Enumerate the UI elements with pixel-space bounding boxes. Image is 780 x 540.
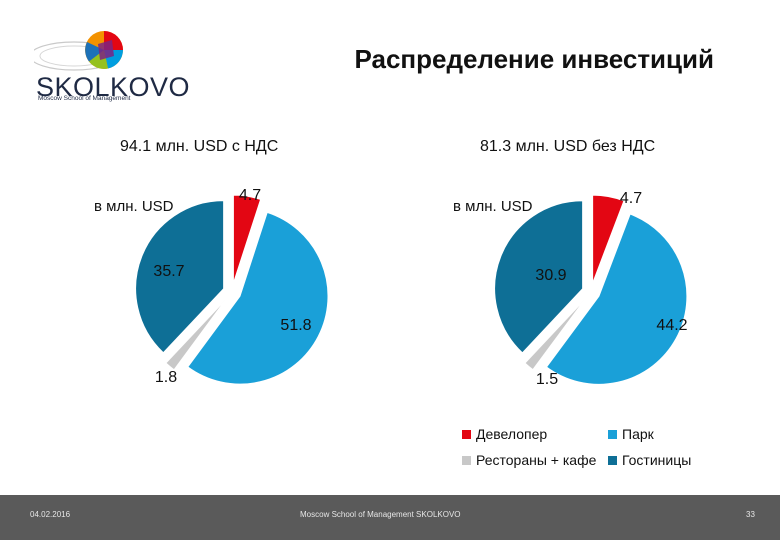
pie-2-label-restaurants: 1.5 [536,371,558,388]
pie-charts: 4.7 51.8 1.8 35.7 4.7 44.2 1.5 30.9 [135,187,688,388]
pie-2-slice-restaurants [524,298,586,371]
pie-1-slice-park [187,211,329,385]
pie-2-slice-developer [592,194,625,284]
legend-swatch-restaurants [462,456,471,465]
pie-1-label-developer: 4.7 [239,187,261,204]
logo-subtitle: Moscow School of Management [38,95,131,102]
logo-wordmark: SKOLKOVO [36,72,191,102]
skolkovo-logo-icon [34,31,123,71]
pie-1: 4.7 51.8 1.8 35.7 [135,187,329,386]
pie-2-unit: в млн. USD [453,198,533,215]
legend-label-hotels: Гостиницы [622,452,692,468]
pie-1-label-hotels: 35.7 [153,263,184,280]
legend-swatch-hotels [608,456,617,465]
pie-2-label-developer: 4.7 [620,190,642,207]
legend-swatch-park [608,430,617,439]
pie-2: 4.7 44.2 1.5 30.9 [494,190,688,388]
legend-label-park: Парк [622,426,654,442]
pie-1-slice-hotels [135,200,225,354]
pie-1-unit: в млн. USD [94,198,174,215]
footer-date: 04.02.2016 [30,510,71,519]
pie-2-label-hotels: 30.9 [535,267,566,284]
pie-1-slice-restaurants [165,298,227,371]
legend-swatch-developer [462,430,471,439]
pie-1-title: 94.1 млн. USD с НДС [120,138,279,155]
slide-title: Распределение инвестиций [354,44,714,74]
pie-2-title: 81.3 млн. USD без НДС [480,138,656,155]
pie-2-slice-park [545,213,688,385]
pie-1-label-restaurants: 1.8 [155,369,177,386]
slide-title-row: Распределение инвестиций [0,44,780,75]
footer-bar: 04.02.2016 Moscow School of Management S… [0,495,780,540]
footer-center-text: Moscow School of Management SKOLKOVO [300,510,461,519]
pie-1-slice-developer [232,194,262,284]
legend-label-restaurants: Рестораны + кафе [476,452,597,468]
legend-label-developer: Девелопер [476,426,548,442]
pie-2-label-park: 44.2 [656,317,687,334]
pie-2-slice-hotels [494,200,584,354]
pie-1-label-park: 51.8 [280,317,311,334]
footer-page-number: 33 [746,510,755,519]
